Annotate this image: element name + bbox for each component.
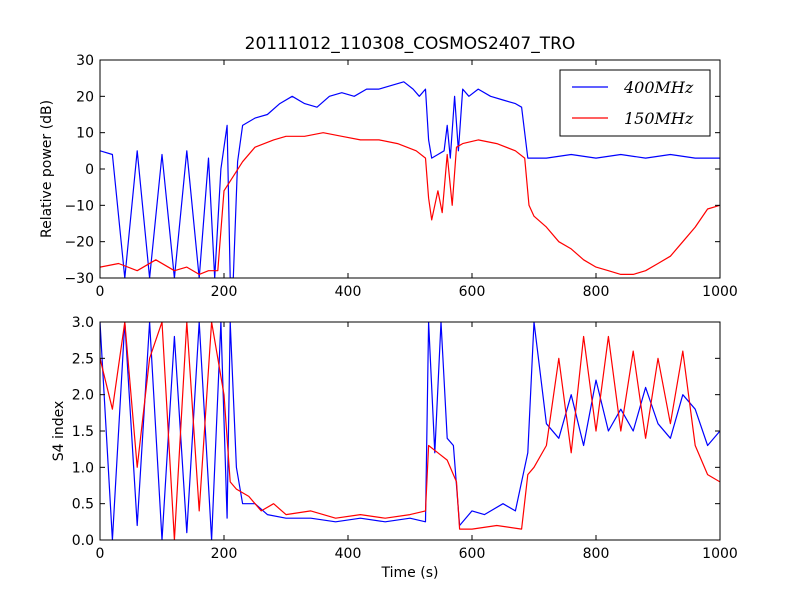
power-x-tick-label: 400 [335,284,362,300]
power-x-tick-label: 0 [96,284,105,300]
s4-axes-frame [99,321,721,541]
s4-x-tick-label: 800 [583,546,610,562]
s4-y-tick-label: 0.0 [72,533,94,549]
s4-series-line-150mhz [100,322,720,540]
s4-y-tick-label: 2.0 [72,388,94,404]
power-plot-area [100,81,720,278]
s4-series-line-400mhz [100,322,720,540]
power-y-tick-label: 10 [76,126,94,142]
power-y-axis-label: Relative power (dB) [39,100,55,238]
power-axis-ticks: 0 200 400 600 800 1000 −30 −20 −10 0 10 20 30 [64,53,737,300]
power-axes-frame [99,59,721,279]
power-y-tick-label: 30 [76,53,94,69]
power-y-tick-label: −10 [64,198,94,214]
s4-panel: 0 200 400 600 800 1000 0.0 0.5 1.0 1.5 2.0 2.5 3.0 S… [51,315,738,581]
s4-x-tick-label: 400 [335,546,362,562]
s4-y-axis-label: S4 index [51,401,67,462]
chart-title: 20111012_110308_COSMOS2407_TRO [245,34,576,54]
power-x-tick-label: 800 [583,284,610,300]
legend: 400MHz 150MHz [559,69,711,137]
power-y-tick-label: 20 [76,89,94,105]
power-panel: 20111012_110308_COSMOS2407_TRO 0 200 400 60… [39,34,738,300]
legend-label-150mhz: 150MHz [624,109,694,128]
power-x-tick-label: 1000 [702,284,738,300]
s4-y-tick-label: 0.5 [72,497,94,513]
power-y-tick-label: 0 [85,162,94,178]
power-y-tick-label: −30 [64,271,94,287]
s4-y-tick-label: 2.5 [72,351,94,367]
power-y-tick-label: −20 [64,235,94,251]
s4-y-tick-label: 3.0 [72,315,94,331]
s4-axis-ticks: 0 200 400 600 800 1000 0.0 0.5 1.0 1.5 2.0 2.5 3.0 [72,315,738,562]
s4-y-tick-label: 1.0 [72,460,94,476]
power-x-tick-label: 200 [211,284,238,300]
s4-plot-area [100,322,720,540]
s4-y-tick-label: 1.5 [72,424,94,440]
power-series-line-150mhz [100,132,720,275]
power-series-line-400mhz [100,81,720,278]
legend-box [559,69,711,137]
s4-x-tick-label: 600 [459,546,486,562]
x-axis-label: Time (s) [381,565,439,581]
s4-x-tick-label: 200 [211,546,238,562]
legend-label-400mhz: 400MHz [623,78,694,97]
power-x-tick-label: 600 [459,284,486,300]
s4-x-tick-label: 1000 [702,546,738,562]
s4-x-tick-label: 0 [96,546,105,562]
